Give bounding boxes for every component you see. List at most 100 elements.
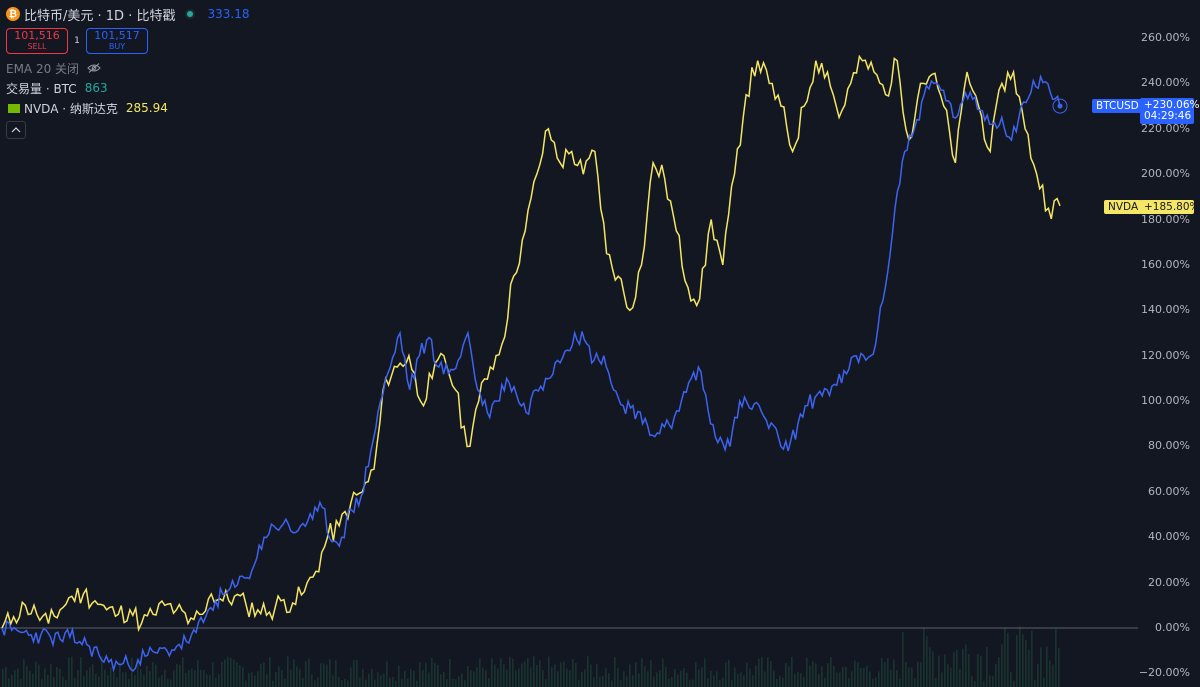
volume-bar	[524, 661, 526, 687]
volume-bar	[137, 658, 139, 687]
volume-bar	[599, 676, 601, 687]
volume-bar	[653, 676, 655, 687]
volume-bar	[668, 678, 670, 687]
volume-bar	[398, 665, 400, 687]
volume-bar	[767, 657, 769, 687]
volume-bar	[380, 675, 382, 687]
price-scale-tick: 60.00%	[1148, 484, 1190, 498]
volume-bar	[887, 657, 889, 687]
volume-bar	[656, 672, 658, 687]
bitcoin-logo-icon: ₿	[6, 7, 20, 21]
volume-bar	[131, 657, 133, 687]
volume-bar	[785, 662, 787, 687]
volume-bar	[626, 676, 628, 687]
price-scale-tick: 200.00%	[1141, 167, 1190, 181]
symbol-title[interactable]: 比特币/美元 · 1D · 比特戳	[24, 8, 176, 24]
volume-bar	[86, 670, 88, 687]
volume-bar	[71, 656, 73, 687]
volume-bar	[455, 679, 457, 687]
symbol-row[interactable]: ₿ 比特币/美元 · 1D · 比特戳 333.18	[6, 4, 249, 24]
volume-bar	[179, 664, 181, 687]
volume-bar	[899, 678, 901, 687]
volume-bar	[473, 671, 475, 687]
volume-bar	[641, 658, 643, 687]
volume-bar	[287, 656, 289, 687]
volume-bar	[620, 680, 622, 687]
price-scale-tick: 180.00%	[1141, 212, 1190, 226]
volume-bar	[311, 674, 313, 687]
compare-symbol-row[interactable]: NVDA · 纳斯达克 285.94	[6, 98, 249, 118]
volume-bar	[302, 677, 304, 687]
volume-bar	[401, 678, 403, 687]
volume-bar	[47, 675, 49, 687]
buy-button[interactable]: 101,517 BUY	[86, 28, 148, 54]
volume-bar	[1046, 646, 1048, 687]
volume-bar	[140, 669, 142, 687]
volume-bar	[737, 674, 739, 687]
volume-bar	[272, 680, 274, 687]
volume-bar	[602, 675, 604, 687]
volume-bar	[977, 654, 979, 687]
volume-bar	[788, 666, 790, 687]
volume-bar	[881, 657, 883, 687]
price-scale-tick: 40.00%	[1148, 530, 1190, 544]
volume-indicator-row[interactable]: 交易量 · BTC 863	[6, 78, 249, 98]
volume-bar	[638, 673, 640, 687]
volume-bar	[377, 672, 379, 687]
volume-bar	[326, 664, 328, 687]
volume-bar	[95, 673, 97, 687]
volume-bar	[1001, 644, 1003, 687]
volume-bar	[104, 669, 106, 687]
eye-crossed-icon[interactable]	[87, 63, 101, 73]
volume-bar	[1004, 628, 1006, 687]
btcusd-value: +230.06%	[1144, 99, 1200, 111]
volume-bar	[209, 675, 211, 687]
volume-bar	[275, 672, 277, 687]
nvda-value-tag: +185.80%	[1140, 200, 1200, 214]
volume-bar	[290, 669, 292, 687]
volume-bar	[527, 658, 529, 687]
volume-bar	[581, 671, 583, 687]
volume-bar	[80, 657, 82, 687]
volume-bar	[800, 672, 802, 687]
volume-bar	[914, 678, 916, 687]
market-status-icon[interactable]	[185, 9, 196, 19]
volume-bar	[566, 668, 568, 687]
volume-bar	[365, 679, 367, 687]
volume-bar	[221, 661, 223, 687]
volume-bar	[776, 678, 778, 687]
volume-bar	[404, 670, 406, 687]
ema-indicator-row[interactable]: EMA 20 关闭	[6, 58, 249, 78]
volume-bar	[62, 676, 64, 687]
volume-bar	[905, 662, 907, 687]
volume-bar	[1025, 639, 1027, 687]
volume-bar	[827, 663, 829, 687]
volume-bar	[164, 669, 166, 687]
sell-button[interactable]: 101,516 SELL	[6, 28, 68, 54]
collapse-legend-button[interactable]	[6, 121, 26, 139]
volume-bar	[368, 674, 370, 687]
volume-bar	[170, 679, 172, 687]
volume-bar	[44, 668, 46, 687]
volume-bar	[248, 672, 250, 687]
volume-bar	[335, 660, 337, 687]
volume-bar	[518, 668, 520, 687]
volume-bar	[281, 669, 283, 687]
btc-last-point-ring[interactable]	[1052, 98, 1068, 114]
btcusd-scale-label: BTCUSD	[1092, 99, 1143, 113]
volume-bar	[125, 672, 127, 687]
volume-bar	[407, 678, 409, 687]
volume-bar	[269, 657, 271, 687]
volume-bar	[284, 678, 286, 687]
volume-bar	[1049, 660, 1051, 687]
volume-bar	[317, 677, 319, 687]
volume-bar	[575, 662, 577, 687]
volume-bar	[542, 669, 544, 687]
price-scale-tick: 140.00%	[1141, 303, 1190, 317]
price-scale-tick: 220.00%	[1141, 121, 1190, 135]
volume-bar	[671, 676, 673, 687]
volume-bar	[1037, 663, 1039, 687]
volume-bar	[866, 665, 868, 687]
volume-bar	[611, 680, 613, 687]
